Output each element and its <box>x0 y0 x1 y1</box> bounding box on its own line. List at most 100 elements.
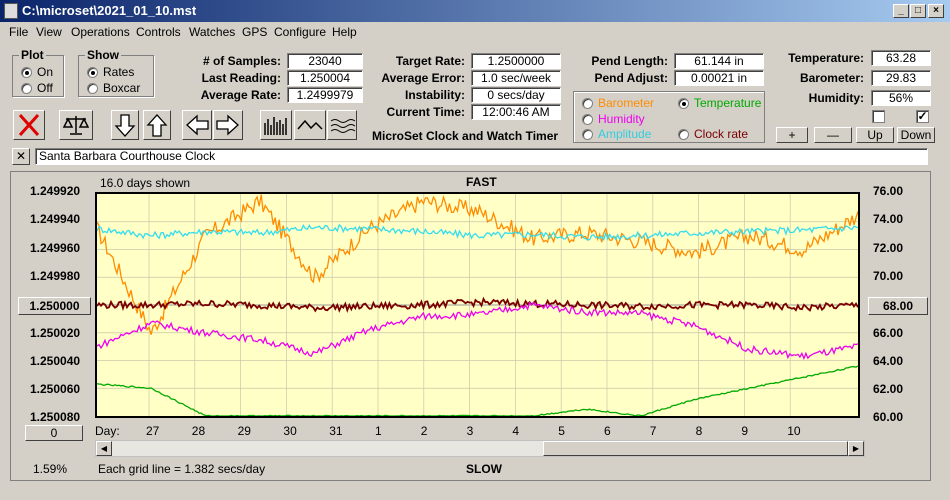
plot-group-caption: Plot <box>19 48 46 62</box>
legend-temperature-radio[interactable]: Temperature <box>678 96 761 110</box>
last-reading-value: 1.250004 <box>287 70 363 86</box>
legend-amplitude-radio[interactable]: Amplitude <box>582 127 651 141</box>
target-rate-label: Target Rate: <box>395 54 465 68</box>
radio-dot <box>87 66 98 78</box>
option-checkbox-2[interactable]: ✓ <box>916 109 929 123</box>
barometer-label: Barometer: <box>799 71 864 85</box>
line-graph-icon <box>297 119 323 130</box>
menu-gps[interactable]: GPS <box>242 25 268 39</box>
wave-view-button[interactable] <box>327 110 357 140</box>
day-tick-label: 27 <box>146 424 160 438</box>
menu-view[interactable]: View <box>36 25 62 39</box>
legend-barometer-radio[interactable]: Barometer <box>582 96 654 110</box>
option-checkbox-1[interactable] <box>872 110 885 123</box>
series-legend: Barometer Temperature Humidity Amplitude… <box>573 91 765 143</box>
day-tick-label: 5 <box>558 424 565 438</box>
menu-watches[interactable]: Watches <box>189 25 236 39</box>
show-boxcar-radio[interactable]: Boxcar <box>87 81 140 95</box>
day-tick-label: 10 <box>787 424 801 438</box>
average-rate-label: Average Rate: <box>200 88 281 102</box>
temperature-value: 63.28 <box>871 50 931 66</box>
left-tick-label: 1.249920 <box>30 184 81 198</box>
day-tick-label: 7 <box>649 424 657 438</box>
close-clock-button[interactable]: ✕ <box>12 148 30 165</box>
horizontal-scrollbar[interactable]: ◀ ▶ <box>95 440 865 457</box>
radio-dot <box>582 128 593 140</box>
legend-barometer-label: Barometer <box>598 96 655 110</box>
average-rate-value: 1.2499979 <box>287 87 363 103</box>
current-time-label: Current Time: <box>386 105 465 119</box>
scroll-thumb[interactable] <box>543 441 848 456</box>
legend-clockrate-radio[interactable]: Clock rate <box>678 127 748 141</box>
arrow-left-button[interactable] <box>182 110 212 140</box>
plus-button[interactable]: + <box>776 127 808 143</box>
day-tick-label: 9 <box>741 424 749 438</box>
down-button[interactable]: Down <box>897 127 935 143</box>
minus-button[interactable]: — <box>814 127 852 143</box>
last-reading-label: Last Reading: <box>201 71 281 85</box>
right-center-button[interactable]: 68.00 <box>868 297 928 315</box>
right-tick-label: 60.00 <box>873 410 904 425</box>
left-tick-label: 1.250080 <box>30 410 81 425</box>
menu-help[interactable]: Help <box>332 25 357 39</box>
clock-name-field[interactable]: Santa Barbara Courthouse Clock <box>35 148 928 165</box>
bars-view-button[interactable] <box>260 110 292 140</box>
day-tick-label: 29 <box>237 424 251 438</box>
humidity-label: Humidity: <box>808 91 864 105</box>
radio-dot <box>678 97 689 109</box>
show-rates-label: Rates <box>103 65 135 79</box>
app-title: MicroSet Clock and Watch Timer <box>372 129 559 143</box>
close-window-button[interactable]: × <box>928 4 944 18</box>
scroll-left-button[interactable]: ◀ <box>96 441 112 456</box>
menu-operations[interactable]: Operations <box>71 25 130 39</box>
pend-adjust-label: Pend Adjust: <box>594 71 668 85</box>
days-shown-label: 16.0 days shown <box>100 176 191 190</box>
left-tick-label: 1.250020 <box>30 325 81 340</box>
up-button[interactable]: Up <box>856 127 894 143</box>
legend-clockrate-label: Clock rate <box>694 127 749 141</box>
right-tick-label: 72.00 <box>873 240 904 255</box>
day-tick-label: 6 <box>604 424 611 438</box>
day-tick-label: 30 <box>283 424 297 438</box>
plot-off-radio[interactable]: Off <box>21 81 53 95</box>
stop-button[interactable] <box>13 110 45 140</box>
legend-humidity-label: Humidity <box>598 112 645 126</box>
legend-humidity-radio[interactable]: Humidity <box>582 112 645 126</box>
right-tick-label: 66.00 <box>873 325 904 340</box>
right-tick-label: 64.00 <box>873 353 904 368</box>
show-rates-radio[interactable]: Rates <box>87 65 134 79</box>
menu-controls[interactable]: Controls <box>136 25 181 39</box>
arrow-down-button[interactable] <box>111 110 139 140</box>
pend-length-value: 61.144 in <box>674 53 764 69</box>
left-tick-label: 1.249940 <box>30 212 81 227</box>
scroll-right-button[interactable]: ▶ <box>848 441 864 456</box>
zero-button[interactable]: 0 <box>25 425 83 441</box>
menu-configure[interactable]: Configure <box>274 25 327 39</box>
show-group: Show Rates Boxcar <box>78 48 154 97</box>
arrow-up-button[interactable] <box>143 110 171 140</box>
app-icon <box>4 3 18 19</box>
title-bar: C:\microset\2021_01_10.mst _ □ × <box>0 0 950 22</box>
minimize-button[interactable]: _ <box>893 4 909 18</box>
series-line-barometer <box>96 194 859 335</box>
samples-label: # of Samples: <box>202 54 281 68</box>
legend-amplitude-label: Amplitude <box>598 127 652 141</box>
samples-value: 23040 <box>287 53 363 69</box>
radio-dot <box>21 66 32 78</box>
line-view-button[interactable] <box>294 110 326 140</box>
graph-panel <box>10 171 931 481</box>
pend-length-label: Pend Length: <box>591 54 668 68</box>
window-title: C:\microset\2021_01_10.mst <box>22 3 197 18</box>
arrow-right-button[interactable] <box>213 110 243 140</box>
humidity-value: 56% <box>871 90 931 106</box>
menu-file[interactable]: File <box>9 25 29 39</box>
rate-plot <box>95 192 860 418</box>
plot-on-label: On <box>37 65 54 79</box>
plot-on-radio[interactable]: On <box>21 65 53 79</box>
left-center-button[interactable]: 1.250000 <box>18 297 91 315</box>
balance-button[interactable] <box>59 110 93 140</box>
arrow-left-icon <box>186 114 209 136</box>
maximize-button[interactable]: □ <box>910 4 926 18</box>
arrow-up-icon <box>146 114 168 137</box>
plot-group: Plot On Off <box>12 48 64 97</box>
